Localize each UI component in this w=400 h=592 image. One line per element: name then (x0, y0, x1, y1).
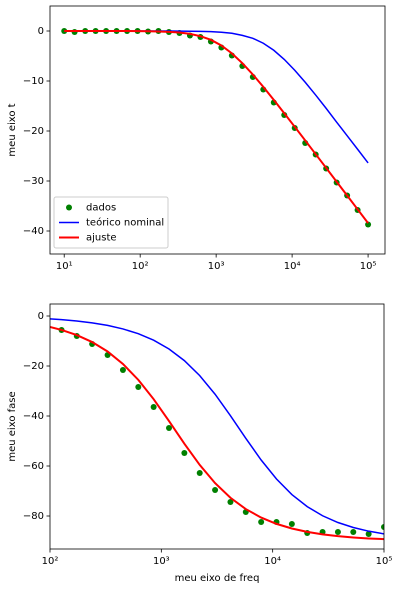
y-tick-label: −40 (23, 226, 44, 237)
data-point (150, 404, 157, 410)
legend-marker (66, 204, 72, 211)
axes-frame (49, 303, 385, 550)
legend-label: teórico nominal (86, 217, 164, 229)
y-tick-label: −80 (23, 511, 44, 522)
y-tick-label: −40 (23, 411, 44, 422)
data-point (365, 221, 372, 228)
x-tick-label: 10³ (208, 261, 225, 272)
y-tick-label: 0 (38, 26, 44, 37)
x-tick-label: 10⁴ (284, 261, 301, 272)
data-point (212, 487, 219, 493)
y-axis-label: meu eixo fase (7, 391, 18, 461)
x-tick-label: 10¹ (56, 261, 73, 272)
data-point (365, 531, 372, 537)
data-point (258, 519, 265, 525)
x-tick-label: 10⁵ (376, 556, 393, 567)
data-point (181, 450, 188, 456)
x-tick-label: 10² (42, 556, 59, 567)
x-tick-label: 10⁵ (360, 261, 377, 272)
data-point (334, 529, 341, 535)
x-tick-label: 10³ (153, 556, 170, 567)
y-tick-label: −20 (23, 361, 44, 372)
axes: 10¹ 10² 10³ 10⁴ 10⁵ 0 −10 −20 −30 −40 meu eixo t da… (7, 5, 386, 272)
y-tick-label: 0 (38, 311, 44, 322)
y-axis-label: meu eixo t (7, 103, 18, 156)
x-tick-label: 10² (132, 261, 149, 272)
data-point (227, 499, 234, 505)
data-point (119, 367, 126, 373)
data-point (381, 524, 384, 530)
legend-box (53, 196, 169, 249)
y-tick-label: −10 (23, 76, 44, 87)
legend: dados teórico nominal ajuste (53, 196, 169, 249)
legend-label: ajuste (86, 233, 117, 244)
x-axis-label: meu eixo de freq (175, 573, 260, 584)
series-line (50, 326, 384, 541)
series-line (64, 30, 369, 224)
y-tick-label: −20 (23, 126, 44, 137)
data-point (135, 384, 142, 390)
legend-label: dados (86, 203, 116, 214)
axes: 10² 10³ 10⁴ 10⁵ 0 −20 −40 −60 −80 meu eixo fase me… (7, 303, 393, 584)
x-tick-label: 10⁴ (264, 556, 281, 567)
series-line (64, 30, 369, 164)
y-tick-label: −30 (23, 176, 44, 187)
series-line (50, 318, 384, 535)
data-point (288, 521, 295, 527)
data-point (166, 425, 173, 431)
data-point (196, 470, 203, 476)
data-point (350, 529, 357, 535)
y-tick-label: −60 (23, 461, 44, 472)
axes-frame (49, 5, 386, 255)
